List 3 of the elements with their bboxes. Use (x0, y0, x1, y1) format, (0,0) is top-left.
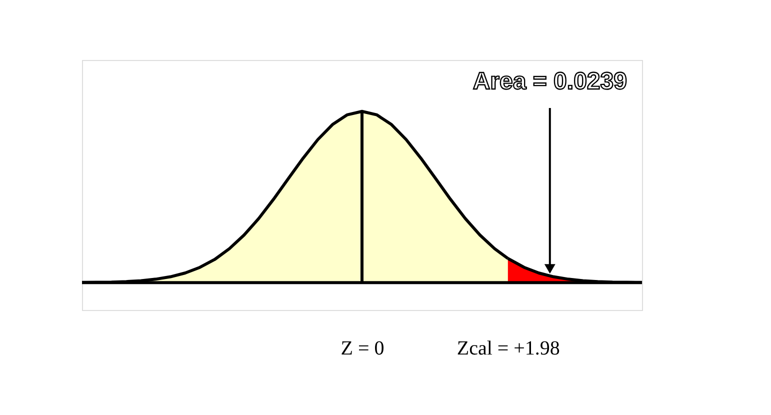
annotation: Area = 0.0239 (472, 68, 627, 95)
x-tick-label: Zcal = +1.98 (456, 338, 560, 360)
x-tick-label: Z = 0 (340, 338, 384, 360)
